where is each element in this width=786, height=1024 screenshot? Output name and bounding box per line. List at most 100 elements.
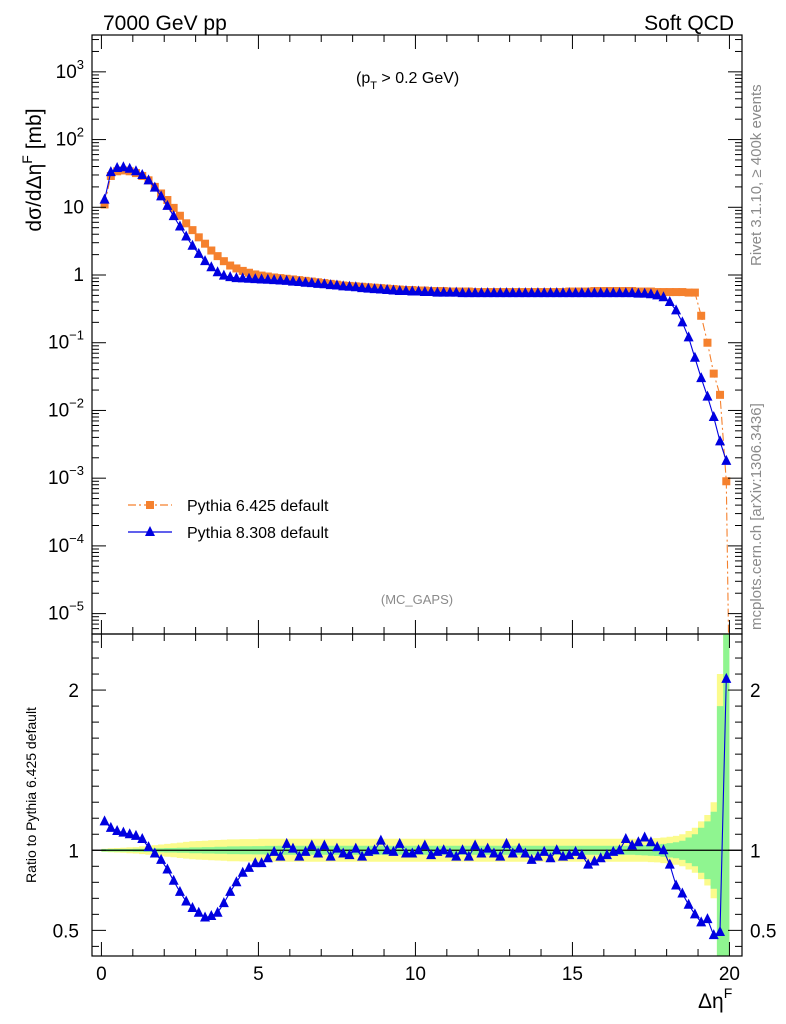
marker-pythia8 [652,289,663,300]
main-y-tick-label: 10−3 [48,463,84,489]
marker-pythia8 [696,372,707,383]
marker-pythia8 [558,287,569,298]
marker-pythia8 [388,284,399,295]
marker-pythia8 [539,287,550,298]
x-tick-label: 20 [719,964,740,985]
marker-pythia8 [281,274,292,285]
ratio-marker [231,876,242,887]
ratio-marker [696,916,707,927]
ratio-marker [476,847,487,858]
main-y-tick-label-base: 10 [48,468,69,489]
marker-pythia8 [488,287,499,298]
marker-pythia8 [137,168,148,179]
marker-pythia8 [564,287,575,298]
ratio-marker [451,850,462,861]
marker-pythia8 [639,287,650,298]
marker-pythia8 [218,269,229,280]
ratio-marker [105,821,116,832]
ratio-marker [683,898,694,909]
marker-pythia8 [325,279,336,290]
marker-pythia6 [690,288,699,297]
marker-pythia6 [226,261,235,270]
ratio-marker [388,845,399,856]
ratio-marker [595,852,606,863]
ratio-y-axis: 0.5 0.5 1 1 2 2 [53,641,776,947]
marker-pythia8 [708,411,719,422]
marker-pythia8 [124,162,135,173]
marker-pythia8 [162,199,173,210]
ratio-band-inner [101,634,730,956]
marker-pythia8 [576,287,587,298]
ratio-marker [143,841,154,852]
ratio-marker [357,850,368,861]
marker-pythia8 [181,230,192,241]
main-y-tick-label: 10−5 [48,599,84,625]
side-label-rivet: Rivet 3.1.10, ≥ 400k events [748,84,765,266]
marker-pythia8 [463,287,474,298]
marker-pythia6 [232,264,241,273]
marker-pythia8 [444,286,455,297]
marker-pythia8 [149,181,160,192]
ratio-y-tick-label: 1 [68,841,79,862]
marker-pythia8 [244,272,255,283]
marker-pythia8 [237,272,248,283]
marker-pythia6 [245,268,254,277]
ratio-marker [444,847,455,858]
ratio-marker [413,844,424,855]
cut-label-suffix: > 0.2 GeV) [377,70,459,87]
ratio-marker [564,849,575,860]
ratio-marker [614,844,625,855]
marker-pythia8 [350,281,361,292]
ratio-marker [514,842,525,853]
ratio-marker [501,837,512,848]
ratio-marker [331,842,342,853]
main-y-axis-title-sup: F [19,155,35,164]
ratio-marker [532,850,543,861]
main-plot-area [99,161,732,635]
ratio-marker [658,844,669,855]
analysis-tag: (MC_GAPS) [381,592,453,607]
ratio-marker [576,849,587,860]
main-y-axis-title-b: [mb] [23,108,46,155]
ratio-marker [137,833,148,844]
ratio-marker [539,845,550,856]
marker-pythia8 [369,283,380,294]
main-y-tick-label-exp: −2 [69,395,84,410]
marker-pythia8 [702,390,713,401]
main-y-tick-label-exp: 3 [77,57,84,72]
ratio-panel-frame [91,633,743,957]
marker-pythia8 [394,285,405,296]
side-label-mcplots: mcplots.cern.ch [arXiv:1306.3436] [748,403,765,630]
x-tick-label: 10 [405,964,426,985]
ratio-marker [620,833,631,844]
marker-pythia6 [182,219,191,228]
ratio-marker [112,825,123,836]
ratio-marker [426,849,437,860]
main-y-tick-label-base: 10 [56,62,77,83]
marker-pythia6 [709,369,718,378]
marker-pythia8 [426,286,437,297]
ratio-marker [344,849,355,860]
marker-pythia8 [212,266,223,277]
ratio-marker [589,855,600,866]
ratio-marker [149,847,160,858]
ratio-marker [507,847,518,858]
marker-pythia8 [633,287,644,298]
marker-pythia8 [206,261,217,272]
ratio-marker [130,829,141,840]
main-x-axis [100,35,730,634]
ratio-marker [407,847,418,858]
main-y-tick-label: 1 [73,265,84,286]
ratio-marker [187,901,198,912]
main-y-tick-label-exp: −1 [69,328,84,343]
main-y-tick-label-exp: −5 [69,599,84,614]
marker-pythia8 [520,287,531,298]
marker-pythia8 [608,287,619,298]
marker-pythia8 [664,295,675,306]
ratio-marker [338,847,349,858]
ratio-marker [639,831,650,842]
main-y-tick-label: 10 [63,197,84,218]
marker-pythia8 [300,276,311,287]
ratio-y-axis-title: Ratio to Pythia 6.425 default [23,707,39,883]
